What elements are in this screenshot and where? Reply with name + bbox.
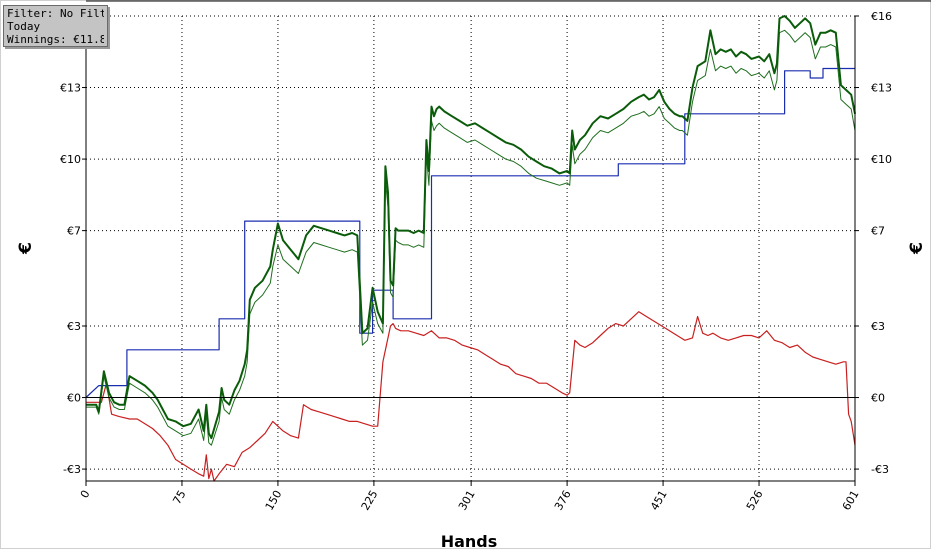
- series-layer: [85, 15, 856, 482]
- x-axis-title: Hands: [441, 532, 498, 549]
- grid: [86, 15, 855, 481]
- winnings-label: Winnings: €11.87: [7, 33, 104, 46]
- x-tick-label: 451: [648, 488, 670, 513]
- x-tick-label: 225: [359, 488, 381, 513]
- series-line-all-in-ev: [86, 29, 856, 446]
- x-tick-label: 150: [263, 488, 285, 513]
- x-tick-label: 75: [170, 488, 188, 507]
- filter-info-box: Filter: No Filter Today Winnings: €11.87: [3, 5, 108, 47]
- y-tick-label-right: €10: [871, 153, 892, 166]
- x-tick-label: 526: [744, 488, 766, 513]
- series-line-winnings: [86, 15, 856, 440]
- period-label: Today: [7, 20, 41, 33]
- x-axis-ticks: 0 75 150 225 301 376 451 526 601: [78, 481, 862, 513]
- y-tick-label-right: -€3: [871, 463, 889, 476]
- y-tick-label-right: €3: [871, 320, 885, 333]
- y-tick-label-left: €13: [60, 82, 81, 95]
- y-axis-left-ticks: -€3€0€3€7€10€13€16: [60, 10, 86, 476]
- y-tick-label-right: €16: [871, 10, 892, 23]
- y-tick-label-left: €3: [67, 320, 81, 333]
- y-axis-right-ticks: -€3 €0 €3 €7 €10 €13 €16: [855, 10, 892, 476]
- x-tick-label: 301: [456, 488, 478, 513]
- y-axis-title-left: €: [16, 242, 36, 255]
- series-line-blue-line: [85, 67, 855, 398]
- x-tick-label: 0: [78, 488, 93, 501]
- y-tick-label-right: €0: [871, 392, 885, 405]
- y-tick-label-right: €13: [871, 82, 892, 95]
- y-tick-label-right: €7: [871, 225, 885, 238]
- y-tick-label-left: €10: [60, 153, 81, 166]
- y-axis-title-right: €: [907, 242, 927, 255]
- axes: [85, 0, 931, 482]
- filter-label: Filter: No Filter: [7, 7, 104, 20]
- x-tick-label: 376: [552, 488, 574, 513]
- y-tick-label-left: €0: [67, 392, 81, 405]
- x-tick-label: 601: [840, 488, 862, 513]
- y-tick-label-left: €7: [67, 225, 81, 238]
- series-line-red-line: [86, 311, 856, 482]
- y-tick-label-left: -€3: [63, 463, 81, 476]
